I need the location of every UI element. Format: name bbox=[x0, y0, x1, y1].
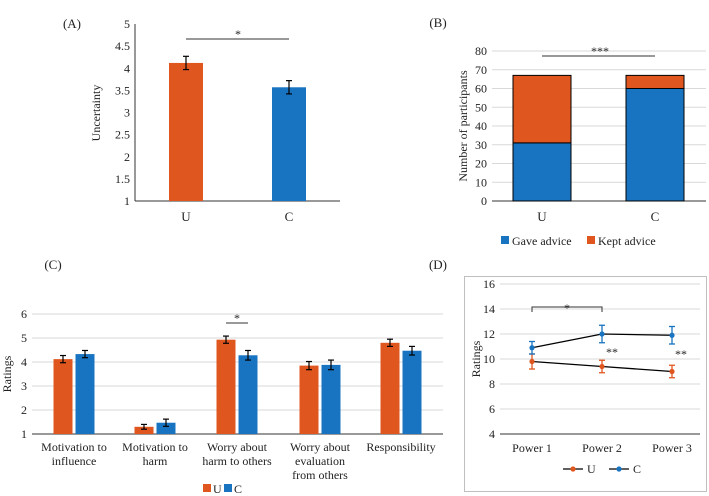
panel-b-y-tick-label: 50 bbox=[475, 100, 487, 114]
panel-d-label: (D) bbox=[429, 257, 447, 272]
panel-a-x-tick-label: C bbox=[285, 209, 294, 224]
panel-c-legend-label: U bbox=[213, 482, 222, 496]
panel-c-bar-C bbox=[156, 422, 176, 434]
panel-c-bar-C bbox=[238, 355, 258, 434]
panel-d-y-tick-label: 8 bbox=[489, 377, 495, 391]
panel-b-bar-C-gave-advice bbox=[625, 88, 685, 202]
panel-b-x-tick-label: C bbox=[651, 209, 660, 224]
panel-c-x-tick-label: Motivation to bbox=[41, 440, 107, 454]
panel-d-y-tick-label: 4 bbox=[489, 427, 495, 441]
panel-a-y-tick-label: 1 bbox=[124, 194, 130, 208]
panel-d-annotation: ** bbox=[606, 345, 618, 359]
panel-b-legend-swatch bbox=[587, 236, 595, 244]
panel-a-y-tick-label: 5 bbox=[124, 17, 130, 31]
panel-a-y-tick-label: 3.5 bbox=[115, 83, 130, 97]
panel-c-x-tick-label: Worry about bbox=[290, 440, 351, 454]
panel-a-y-tick-label: 4 bbox=[124, 61, 130, 75]
panel-b-significance-label: *** bbox=[591, 44, 609, 58]
panel-d-x-tick-label: Power 3 bbox=[652, 441, 692, 455]
panel-b-bar-U-kept-advice bbox=[512, 74, 572, 144]
panel-c-legend-swatch bbox=[203, 484, 211, 492]
panel-d-y-tick-label: 12 bbox=[483, 327, 495, 341]
panel-c-legend-swatch bbox=[224, 484, 232, 492]
panel-b-y-tick-label: 80 bbox=[475, 44, 487, 58]
panel-d-significance-bracket bbox=[531, 306, 603, 312]
panel-a-y-tick-label: 1.5 bbox=[115, 172, 130, 186]
panel-c-x-tick-label: Responsibility bbox=[366, 440, 435, 454]
panel-c-y-tick-label: 3 bbox=[21, 379, 27, 393]
panel-a-bar-U bbox=[169, 62, 203, 201]
panel-d-point-U bbox=[529, 358, 535, 365]
panel-d-point-C bbox=[669, 332, 675, 338]
panel-c-x-tick-label: evaluation bbox=[295, 454, 345, 468]
panel-c-significance-label: * bbox=[234, 311, 240, 325]
panel-c-x-tick-label: Worry about bbox=[207, 440, 268, 454]
panel-a-y-tick-label: 3 bbox=[124, 106, 130, 120]
panel-b-y-axis-label: Number of participants bbox=[456, 70, 470, 182]
panel-a-y-tick-label: 4.5 bbox=[115, 39, 130, 53]
panel-d-point-U bbox=[669, 368, 675, 375]
panel-c-x-tick-label: harm to others bbox=[202, 454, 272, 468]
panel-c-y-tick-label: 1 bbox=[21, 427, 27, 441]
panel-d-x-tick-label: Power 1 bbox=[512, 441, 552, 455]
panel-b-y-tick-label: 10 bbox=[475, 175, 487, 189]
panel-c-y-tick-label: 2 bbox=[21, 403, 27, 417]
panel-c-y-axis-label: Ratings bbox=[0, 355, 14, 392]
panel-d-point-C bbox=[599, 331, 605, 337]
panel-a-x-tick-label: U bbox=[181, 209, 191, 224]
panel-c-y-tick-label: 4 bbox=[21, 355, 27, 369]
panel-b-y-tick-label: 20 bbox=[475, 157, 487, 171]
panel-b-label: (B) bbox=[429, 15, 446, 30]
panel-c-bar-C bbox=[75, 354, 95, 434]
panel-c-x-tick-label: from others bbox=[292, 468, 348, 482]
panel-c-bar-U bbox=[380, 342, 400, 434]
panel-c-x-tick-label: influence bbox=[52, 454, 97, 468]
panel-d-legend-label: U bbox=[587, 462, 596, 476]
panel-c-y-tick-label: 5 bbox=[21, 331, 27, 345]
panel-b-y-tick-label: 30 bbox=[475, 138, 487, 152]
panel-d-legend-marker bbox=[570, 466, 576, 472]
panel-c-y-tick-label: 6 bbox=[21, 307, 27, 321]
panel-c-bar-U bbox=[299, 365, 319, 434]
panel-d-legend-marker bbox=[616, 466, 622, 472]
panel-c-x-tick-label: Motivation to bbox=[122, 440, 188, 454]
panel-d-x-tick-label: Power 2 bbox=[582, 441, 622, 455]
panel-a-label: (A) bbox=[63, 16, 81, 31]
panel-b-y-tick-label: 40 bbox=[475, 119, 487, 133]
panel-b-y-tick-label: 70 bbox=[475, 63, 487, 77]
panel-d-frame bbox=[464, 276, 707, 492]
panel-a-y-tick-label: 2 bbox=[124, 150, 130, 164]
panel-d-y-tick-label: 6 bbox=[489, 402, 495, 416]
panel-d-significance-label: * bbox=[564, 301, 570, 315]
panel-a-y-axis-label: Uncertainty bbox=[89, 85, 103, 142]
panel-c-bar-C bbox=[402, 350, 422, 434]
panel-b-y-tick-label: 0 bbox=[481, 194, 487, 208]
panel-d-legend-label: C bbox=[633, 462, 641, 476]
panel-b-bar-C-kept-advice bbox=[625, 74, 685, 89]
panel-d-annotation: ** bbox=[675, 347, 687, 361]
panel-d-y-axis-label: Ratings bbox=[469, 340, 483, 377]
panel-b-bar-U-gave-advice bbox=[512, 142, 572, 202]
panel-a-significance-label: * bbox=[235, 27, 241, 41]
panel-d-y-tick-label: 14 bbox=[483, 302, 495, 316]
panel-b-x-tick-label: U bbox=[537, 209, 547, 224]
panel-d-point-C bbox=[529, 345, 535, 351]
panel-a-y-tick-label: 2.5 bbox=[115, 128, 130, 142]
panel-d-y-tick-label: 10 bbox=[483, 352, 495, 366]
panel-a-bar-C bbox=[272, 87, 306, 201]
panel-c-label: (C) bbox=[44, 257, 61, 272]
panel-b-legend-label: Kept advice bbox=[598, 234, 656, 248]
panel-b-legend-label: Gave advice bbox=[512, 234, 572, 248]
panel-d-y-tick-label: 16 bbox=[483, 277, 495, 291]
panel-c-bar-C bbox=[321, 364, 341, 434]
panel-b-y-tick-label: 60 bbox=[475, 82, 487, 96]
panel-c-bar-U bbox=[134, 426, 154, 434]
panel-c-bar-U bbox=[216, 339, 236, 434]
panel-d-point-U bbox=[599, 363, 605, 370]
panel-c-bar-U bbox=[53, 359, 73, 434]
panel-c-legend-label: C bbox=[234, 482, 242, 496]
panel-c-x-tick-label: harm bbox=[143, 454, 168, 468]
panel-b-legend-swatch bbox=[501, 236, 509, 244]
